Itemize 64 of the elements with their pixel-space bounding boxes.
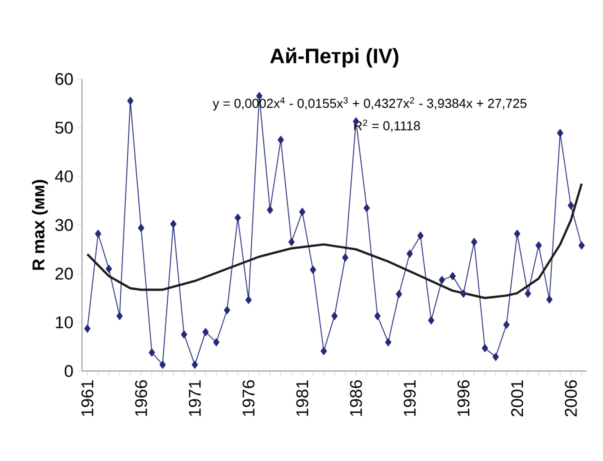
y-tick-label: 60 <box>56 73 73 86</box>
point <box>417 232 424 240</box>
point <box>266 206 274 214</box>
point <box>138 224 144 232</box>
point <box>482 344 488 352</box>
y-tick-label: 0 <box>64 365 73 377</box>
chart-title: Ай-Петрі (IV) <box>270 48 398 68</box>
point <box>546 295 553 304</box>
point <box>94 230 102 238</box>
y-tick-label: 10 <box>56 316 73 328</box>
point <box>438 276 446 284</box>
point <box>385 338 392 346</box>
point <box>106 264 112 273</box>
point <box>364 204 370 212</box>
point <box>557 128 564 138</box>
point <box>310 266 316 274</box>
point <box>234 214 241 222</box>
point <box>116 312 123 320</box>
point <box>170 220 176 228</box>
point <box>374 312 381 320</box>
point <box>202 328 209 336</box>
point <box>84 324 91 333</box>
point <box>536 241 542 250</box>
x-tick-label: 2001 <box>511 380 524 416</box>
point <box>428 316 434 324</box>
point <box>524 290 532 298</box>
point <box>288 238 295 246</box>
point <box>127 96 134 105</box>
x-tick-label: 1981 <box>296 380 308 416</box>
x-tick-label: 1966 <box>135 380 148 416</box>
point <box>245 296 252 304</box>
point <box>568 202 574 210</box>
y-tick-label: 40 <box>55 170 73 182</box>
y-tick-label: 50 <box>55 122 73 134</box>
point <box>224 306 230 314</box>
point <box>514 230 520 238</box>
point <box>159 360 166 369</box>
point <box>471 238 478 246</box>
point <box>213 338 220 346</box>
point <box>450 272 456 280</box>
point <box>503 320 510 329</box>
point <box>278 136 284 144</box>
x-tick-label: 1976 <box>242 380 255 416</box>
x-tick-label: 1996 <box>457 380 470 416</box>
x-tick-label: 1986 <box>350 380 362 416</box>
point <box>192 360 198 369</box>
point <box>578 241 585 250</box>
point <box>460 290 467 298</box>
point <box>492 352 499 361</box>
point <box>320 347 327 356</box>
point <box>396 290 402 298</box>
x-tick-label: 1971 <box>188 380 201 416</box>
x-tick-label: 1991 <box>404 380 416 416</box>
point <box>148 348 155 357</box>
point <box>180 330 188 339</box>
point <box>406 250 413 258</box>
x-tick-label: 1961 <box>81 380 94 416</box>
point <box>331 312 338 320</box>
x-tick-label: 2006 <box>564 380 577 416</box>
y-tick-label: 30 <box>55 219 73 232</box>
point <box>342 254 348 262</box>
point <box>299 208 306 216</box>
y-axis-title: R max (мм) <box>32 180 48 270</box>
y-tick-label: 20 <box>56 268 73 280</box>
